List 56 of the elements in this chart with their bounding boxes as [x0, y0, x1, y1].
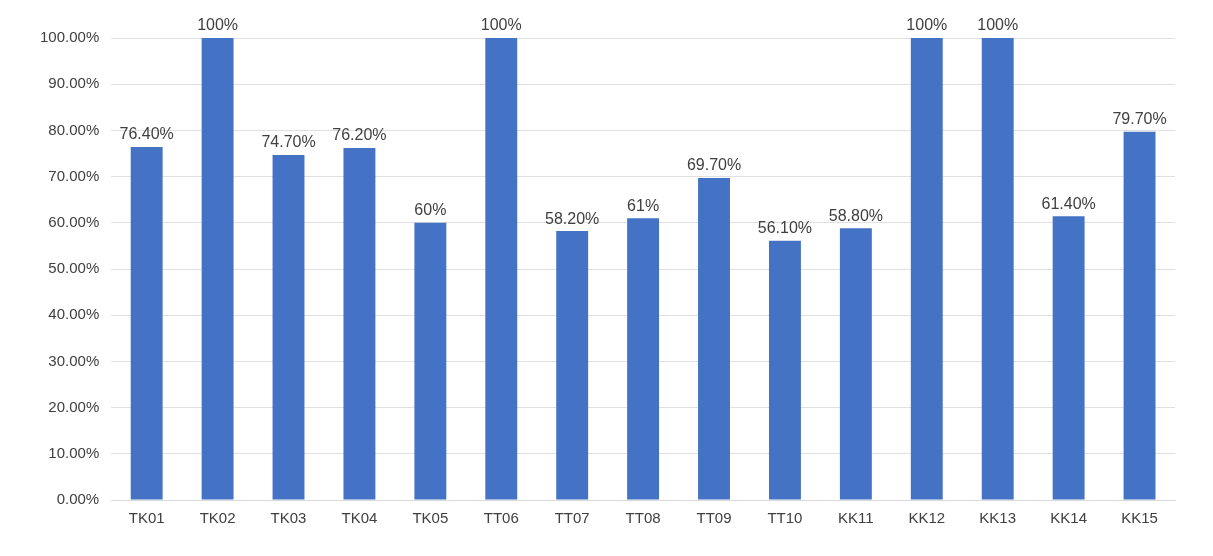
x-tick-label: TT09	[696, 509, 732, 527]
y-tick-label: 70.00%	[48, 166, 100, 184]
x-tick-label: TT08	[625, 509, 661, 527]
bar	[627, 218, 660, 500]
x-tick-label: TK01	[128, 509, 165, 527]
y-tick-label: 90.00%	[48, 74, 100, 92]
y-tick-label: 20.00%	[48, 397, 100, 415]
x-tick-label: TK04	[341, 509, 378, 527]
bar	[485, 38, 518, 500]
x-tick-label: TK05	[412, 509, 449, 527]
x-tick-label: KK11	[838, 509, 874, 527]
data-label: 58.80%	[828, 206, 883, 224]
x-tick-label: KK12	[908, 509, 946, 527]
x-tick-label: TK02	[199, 509, 236, 527]
bar	[272, 154, 305, 500]
bar	[556, 231, 589, 500]
data-label: 100%	[480, 16, 522, 34]
data-label: 79.70%	[1112, 110, 1167, 128]
data-label: 58.20%	[545, 209, 600, 227]
data-label: 61.40%	[1041, 194, 1096, 212]
bar	[1123, 131, 1156, 500]
data-label: 60%	[414, 201, 447, 219]
y-tick-label: 10.00%	[48, 443, 100, 461]
bar	[130, 147, 163, 500]
y-tick-label: 30.00%	[48, 351, 100, 369]
y-tick-label: 50.00%	[48, 259, 100, 277]
bar	[414, 222, 447, 500]
data-label: 61%	[627, 196, 660, 214]
y-tick-label: 60.00%	[48, 212, 100, 230]
data-label: 56.10%	[757, 219, 813, 237]
bar	[343, 147, 376, 500]
bar	[981, 38, 1014, 500]
bar	[839, 228, 872, 500]
bar	[910, 38, 943, 500]
data-label: 76.40%	[119, 125, 174, 143]
bar	[201, 38, 234, 500]
x-tick-label: TK03	[270, 509, 307, 527]
y-tick-label: 100.00%	[40, 28, 100, 46]
bar	[698, 177, 730, 500]
x-tick-label: TT06	[483, 509, 519, 527]
y-tick-label: 80.00%	[48, 120, 100, 138]
bar	[768, 240, 801, 500]
y-tick-label: 0.00%	[56, 490, 100, 508]
data-label: 100%	[977, 16, 1019, 34]
bar	[1052, 216, 1085, 500]
data-label: 69.70%	[686, 156, 742, 174]
data-label: 74.70%	[261, 133, 316, 151]
data-label: 76.20%	[332, 126, 387, 144]
data-label: 100%	[197, 16, 239, 34]
x-tick-label: KK14	[1050, 509, 1087, 527]
x-tick-label: KK13	[979, 509, 1017, 527]
x-tick-label: KK15	[1121, 509, 1158, 527]
data-label: 100%	[906, 16, 948, 34]
y-tick-label: 40.00%	[48, 305, 100, 323]
x-tick-label: TT10	[767, 509, 803, 527]
x-tick-label: TT07	[554, 509, 590, 527]
